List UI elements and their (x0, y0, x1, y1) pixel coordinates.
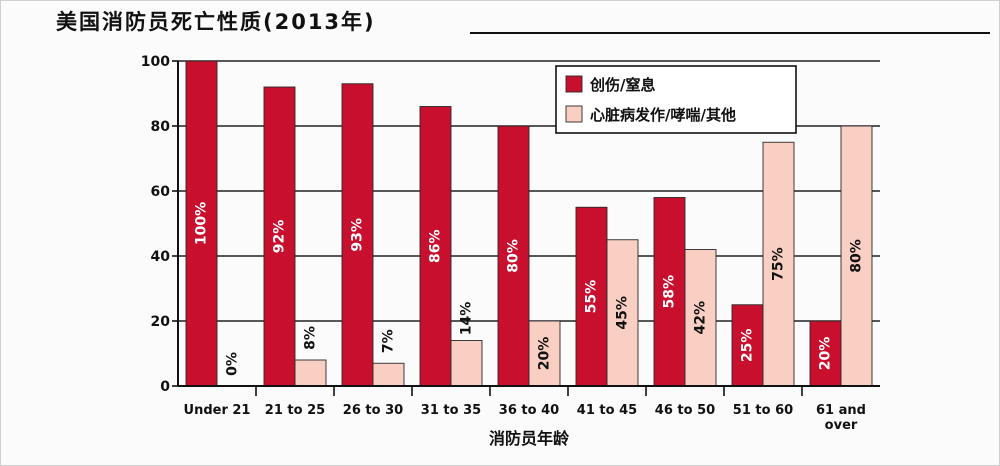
data-label: 7% (381, 329, 397, 353)
data-label: 0% (225, 352, 241, 376)
x-tick-label: 31 to 35 (421, 403, 481, 418)
bar-injury (731, 304, 764, 387)
data-label: 92% (272, 220, 288, 254)
legend-swatch (565, 105, 583, 123)
x-tick-label: 21 to 25 (265, 403, 325, 418)
y-tick-label: 0 (160, 379, 170, 395)
data-label: 80% (849, 239, 865, 273)
bar-heart (294, 359, 327, 387)
y-tick-label: 60 (151, 184, 171, 200)
data-label: 20% (537, 337, 553, 371)
bar-injury (575, 206, 608, 387)
x-tick-label: 61 and (816, 403, 866, 418)
bar-injury (809, 320, 842, 387)
bars (185, 60, 873, 387)
x-tick-label: over (825, 418, 858, 433)
axes: 0 20 40 60 80 100 (141, 54, 880, 396)
data-label: 93% (350, 218, 366, 252)
y-tick-label: 20 (151, 314, 171, 330)
x-tick-label: Under 21 (184, 403, 251, 418)
data-label: 42% (693, 301, 709, 335)
x-tick-label: 51 to 60 (733, 403, 793, 418)
bar-heart (762, 141, 795, 387)
bar-heart (684, 249, 717, 387)
data-label: 20% (818, 337, 834, 371)
legend-label: 心脏病发作/哮喘/其他 (590, 106, 736, 124)
x-tick-label: 46 to 50 (655, 403, 715, 418)
data-label: 100% (194, 202, 210, 245)
bar-heart (372, 362, 405, 387)
data-label: 25% (740, 329, 756, 363)
bar-injury (263, 86, 296, 387)
data-label: 75% (771, 247, 787, 281)
bar-injury (341, 83, 374, 387)
y-tick-label: 100 (141, 54, 170, 70)
bar-heart (606, 239, 639, 387)
chart-title: 美国消防员死亡性质(2013年) (56, 10, 376, 34)
y-tick-label: 80 (151, 119, 171, 135)
legend-label: 创伤/窒息 (589, 76, 655, 94)
bar-injury (185, 60, 218, 387)
title-rule (470, 32, 990, 34)
legend-swatch (565, 75, 583, 93)
x-tick-label: 36 to 40 (499, 403, 559, 418)
bar-heart (840, 125, 873, 387)
labels: 100% 0% Under 21 92% 8% 21 to 25 93% 7% 26 to 30… (184, 202, 866, 448)
data-label: 45% (615, 296, 631, 330)
legend-box (555, 65, 797, 134)
bar-heart (450, 340, 483, 387)
data-label: 14% (459, 302, 475, 336)
data-label: 8% (303, 326, 319, 350)
bar-injury (653, 197, 686, 387)
x-tick-label: 26 to 30 (343, 403, 403, 418)
bar-injury (419, 106, 452, 387)
data-label: 55% (584, 280, 600, 314)
y-tick-label: 40 (151, 249, 171, 265)
bar-heart (528, 320, 561, 387)
x-axis-title: 消防员年龄 (489, 429, 570, 448)
data-label: 80% (506, 239, 522, 273)
x-tick-label: 41 to 45 (577, 403, 637, 418)
data-label: 86% (428, 229, 444, 263)
data-label: 58% (662, 275, 678, 309)
